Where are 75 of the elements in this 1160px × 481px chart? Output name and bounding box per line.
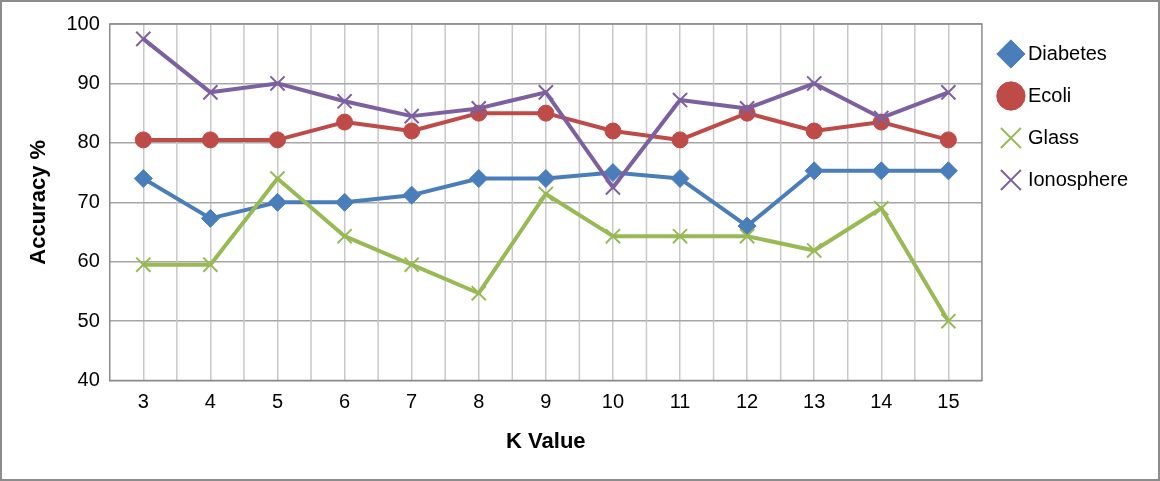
y-tick-label: 100 <box>66 11 100 34</box>
point <box>604 122 622 140</box>
point <box>537 185 554 203</box>
point <box>336 93 353 110</box>
point <box>134 131 152 149</box>
x-tick-label: 11 <box>669 390 691 413</box>
point <box>135 30 152 47</box>
point <box>335 192 355 212</box>
point <box>200 208 220 228</box>
point <box>201 131 219 149</box>
point <box>403 122 421 140</box>
point <box>737 216 757 236</box>
point <box>739 228 756 245</box>
point <box>202 256 219 273</box>
point <box>402 185 422 205</box>
point <box>805 122 823 140</box>
point <box>403 256 420 273</box>
point <box>269 75 286 92</box>
point <box>135 256 152 273</box>
point <box>873 200 890 217</box>
point <box>603 163 623 183</box>
point <box>537 84 554 101</box>
legend-label: Diabetes <box>1027 41 1107 64</box>
x-tick-label: 4 <box>204 390 216 413</box>
y-tick-label: 40 <box>77 368 100 391</box>
x-tick-label: 9 <box>540 390 552 413</box>
point <box>804 161 824 181</box>
x-tick-label: 10 <box>601 390 625 413</box>
point <box>938 161 958 181</box>
x-tick-label: 6 <box>339 390 351 413</box>
x-tick-label: 14 <box>870 390 893 413</box>
legend-label: Glass <box>1027 125 1080 148</box>
point <box>939 131 957 149</box>
x-tick-label: 3 <box>137 390 149 413</box>
point <box>806 75 823 92</box>
point <box>940 84 957 101</box>
point <box>536 169 556 189</box>
x-tick-label: 5 <box>271 390 284 413</box>
point <box>671 131 689 149</box>
y-tick-label: 50 <box>77 308 100 331</box>
point <box>604 228 622 245</box>
point <box>871 161 891 181</box>
y-tick-label: 90 <box>77 70 100 93</box>
point <box>202 84 219 101</box>
point <box>537 104 555 122</box>
point <box>806 242 823 259</box>
point <box>470 100 487 117</box>
x-tick-label: 12 <box>735 390 759 413</box>
point <box>336 113 354 131</box>
legend-label: Ionosphere <box>1027 167 1128 190</box>
legend-label: Ecoli <box>1027 83 1072 106</box>
point <box>469 169 489 189</box>
y-tick-label: 60 <box>77 249 100 272</box>
point <box>671 92 689 109</box>
y-tick-label: 70 <box>77 189 100 212</box>
y-axis-title: Accuracy % <box>25 139 51 265</box>
x-tick-label: 15 <box>937 390 960 413</box>
x-tick-label: 8 <box>473 390 485 413</box>
point <box>267 192 287 212</box>
point <box>403 108 420 125</box>
point <box>133 169 153 189</box>
point <box>671 228 689 245</box>
x-axis-title: K Value <box>506 427 586 453</box>
x-tick-label: 13 <box>803 390 826 413</box>
point <box>470 285 487 302</box>
point <box>268 131 286 149</box>
point <box>873 109 890 126</box>
point <box>269 170 286 187</box>
point <box>670 169 690 189</box>
point <box>739 100 756 117</box>
point <box>336 228 353 245</box>
y-tick-label: 80 <box>77 130 100 153</box>
point <box>940 313 957 330</box>
point <box>604 179 622 196</box>
x-tick-label: 7 <box>406 390 418 413</box>
